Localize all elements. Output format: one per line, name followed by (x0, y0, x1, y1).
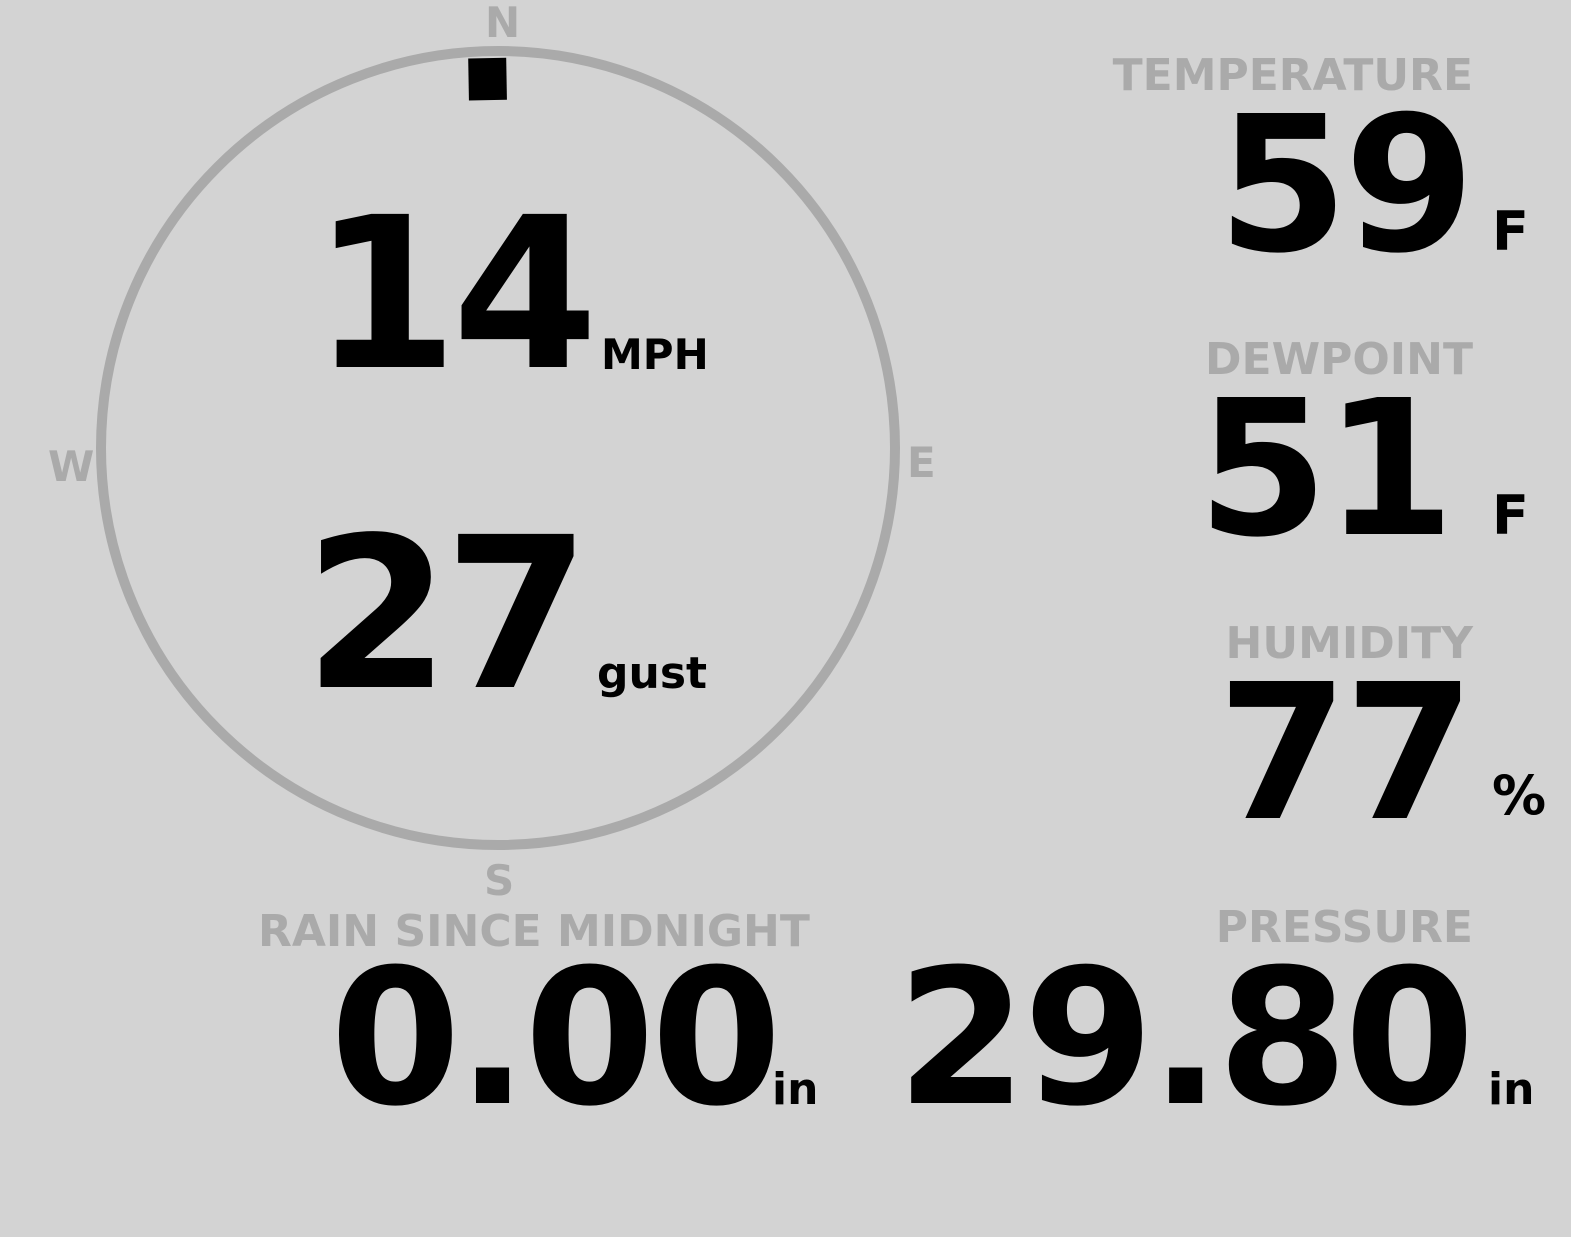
pressure-label: PRESSURE (1215, 902, 1473, 953)
dewpoint-value: 51 (1197, 360, 1455, 579)
humidity-unit: % (1492, 764, 1547, 827)
humidity-label: HUMIDITY (1225, 618, 1473, 669)
rain-value: 0.00 (330, 929, 782, 1148)
temperature-value: 59 (1217, 76, 1475, 295)
humidity-value: 77 (1217, 644, 1475, 863)
wind-gust-value: 27 (304, 492, 590, 737)
wind-direction-marker (468, 57, 507, 101)
temperature-unit: F (1492, 200, 1529, 263)
rain-label: RAIN SINCE MIDNIGHT (258, 906, 810, 957)
rain-unit: in (772, 1064, 819, 1115)
compass-west-label: W (48, 442, 95, 491)
compass-south-label: S (484, 856, 515, 905)
compass-ring (96, 46, 900, 850)
dewpoint-label: DEWPOINT (1205, 334, 1473, 385)
pressure-value: 29.80 (896, 929, 1475, 1148)
pressure-unit: in (1488, 1064, 1535, 1115)
compass-east-label: E (907, 438, 936, 487)
temperature-label: TEMPERATURE (1112, 50, 1473, 101)
wind-gust-unit: gust (597, 648, 708, 699)
compass-north-label: N (485, 0, 521, 47)
dewpoint-unit: F (1492, 484, 1529, 547)
wind-speed-unit: MPH (601, 330, 709, 379)
wind-speed-value: 14 (312, 172, 598, 417)
compass-dial (96, 46, 900, 850)
